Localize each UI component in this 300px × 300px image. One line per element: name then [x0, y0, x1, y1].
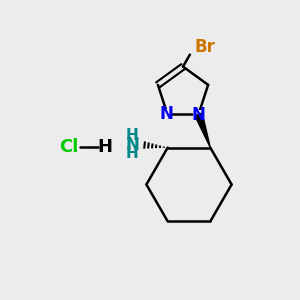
- FancyBboxPatch shape: [160, 109, 172, 119]
- Polygon shape: [195, 113, 210, 148]
- Text: N: N: [159, 105, 173, 123]
- Text: Cl: Cl: [59, 138, 79, 156]
- Text: N: N: [125, 136, 139, 154]
- Text: H: H: [126, 146, 139, 161]
- Text: Br: Br: [195, 38, 216, 56]
- Text: N: N: [192, 106, 206, 124]
- FancyBboxPatch shape: [193, 110, 205, 120]
- Text: H: H: [126, 128, 139, 143]
- Text: H: H: [98, 138, 112, 156]
